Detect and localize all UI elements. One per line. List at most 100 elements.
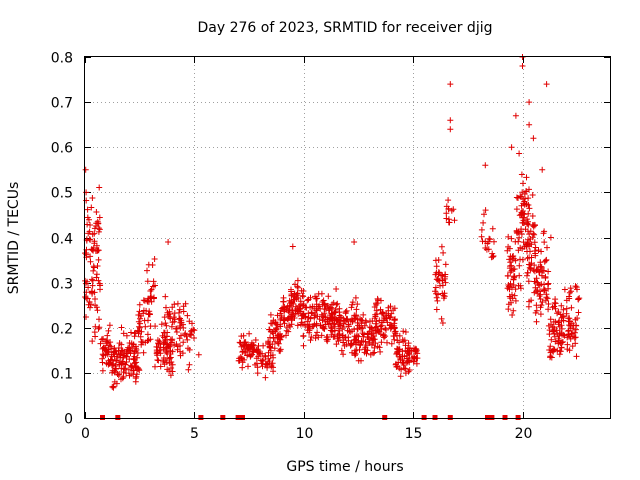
data-point: [378, 339, 385, 346]
data-point: [518, 202, 525, 209]
data-point: [94, 307, 101, 314]
data-point: [99, 367, 106, 374]
data-point: [300, 321, 306, 328]
data-point: [526, 205, 533, 212]
data-point: [439, 282, 446, 289]
data-point: [564, 341, 571, 348]
data-point: [127, 350, 134, 357]
data-point: [258, 360, 265, 367]
data-point: [314, 329, 321, 336]
data-point: [334, 317, 341, 324]
data-point: [564, 334, 571, 341]
data-point: [442, 279, 449, 286]
data-point: [543, 291, 550, 298]
data-point: [88, 246, 95, 253]
data-point: [367, 351, 374, 358]
data-point: [131, 353, 138, 360]
data-point: [291, 293, 298, 300]
outlier-point: [526, 121, 533, 128]
data-point: [566, 347, 573, 354]
data-point: [396, 339, 403, 346]
data-point: [93, 220, 100, 227]
y-tick-label: 0.1: [51, 367, 73, 383]
data-point: [396, 346, 403, 353]
data-point: [137, 320, 143, 327]
data-point: [479, 238, 486, 245]
y-tick-label: 0: [64, 412, 73, 428]
data-point: [448, 207, 455, 214]
data-point: [127, 362, 134, 369]
data-point: [259, 363, 266, 370]
data-point: [86, 216, 92, 223]
data-point: [528, 297, 535, 304]
data-point: [109, 357, 116, 364]
data-point: [134, 354, 141, 361]
data-point: [516, 150, 523, 157]
data-point: [351, 326, 358, 333]
data-point: [96, 184, 103, 191]
data-point: [155, 340, 162, 347]
data-point: [443, 210, 450, 217]
data-point: [402, 329, 409, 335]
data-point: [505, 306, 512, 313]
data-point: [153, 349, 160, 355]
data-point: [490, 253, 497, 259]
zero-value-point: [198, 415, 204, 420]
data-point: [524, 255, 531, 262]
data-point: [441, 290, 448, 297]
data-point: [184, 312, 191, 319]
data-point: [295, 294, 302, 301]
data-point: [519, 219, 526, 226]
data-point: [298, 315, 305, 322]
data-point: [532, 309, 539, 316]
data-point: [115, 372, 122, 378]
data-point: [413, 360, 420, 367]
data-point: [277, 336, 284, 343]
data-point: [176, 335, 183, 342]
data-point: [160, 346, 167, 353]
data-point: [140, 349, 147, 356]
data-point: [343, 341, 350, 348]
data-point: [442, 261, 449, 268]
data-point: [410, 358, 417, 365]
data-point: [542, 275, 549, 281]
data-point: [304, 297, 311, 304]
data-point: [93, 274, 100, 281]
data-point: [88, 276, 95, 283]
data-point: [99, 351, 106, 358]
data-point: [96, 214, 103, 221]
chart-title: Day 276 of 2023, SRMTID for receiver dji…: [198, 20, 493, 36]
data-point: [559, 338, 566, 345]
data-point: [538, 272, 545, 279]
data-point: [552, 305, 559, 312]
data-point: [113, 380, 120, 387]
data-point: [254, 370, 261, 377]
data-point: [574, 315, 581, 322]
data-point: [556, 318, 563, 324]
data-point: [176, 309, 182, 316]
data-point: [100, 344, 107, 351]
data-point: [531, 262, 538, 269]
data-point: [97, 286, 103, 293]
outlier-point: [526, 99, 533, 106]
data-point: [132, 363, 139, 370]
data-point: [526, 186, 532, 193]
data-point: [517, 256, 523, 263]
data-point: [103, 360, 110, 367]
data-point: [118, 341, 125, 348]
data-point: [300, 293, 307, 300]
data-point: [546, 327, 553, 334]
data-point: [487, 236, 493, 243]
data-point: [384, 339, 390, 346]
data-point: [504, 247, 511, 254]
data-point: [386, 314, 393, 321]
data-point: [169, 368, 176, 375]
data-point: [445, 197, 452, 204]
outlier-point: [543, 81, 550, 88]
x-axis-label: GPS time / hours: [286, 459, 403, 475]
data-point: [340, 324, 347, 330]
data-point: [507, 295, 514, 302]
data-point: [393, 363, 400, 370]
data-point: [575, 296, 582, 302]
